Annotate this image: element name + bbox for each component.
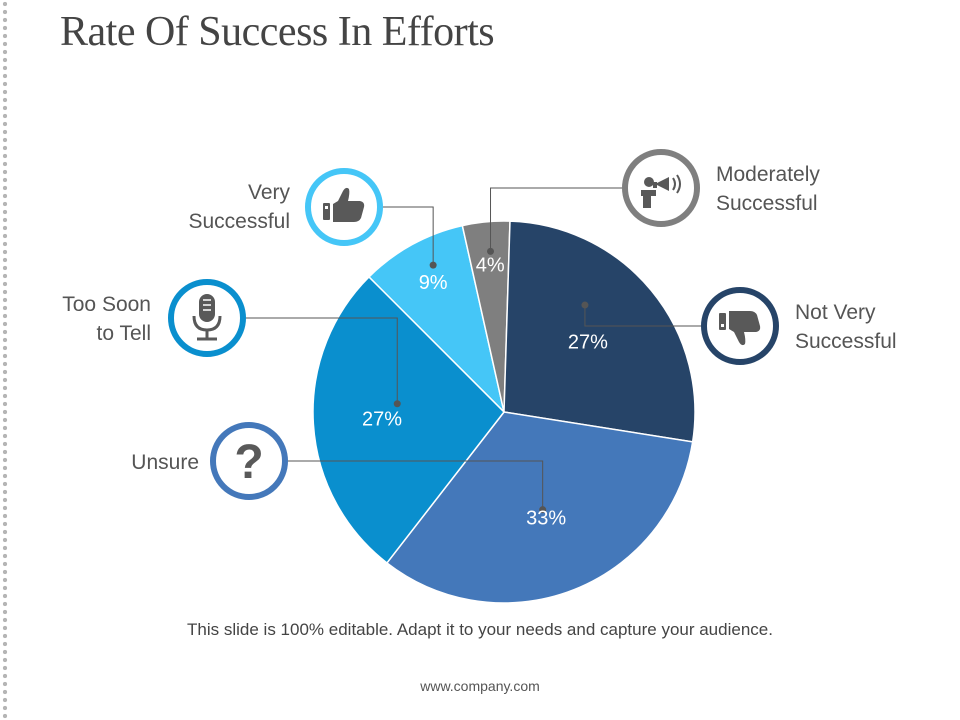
slice-label-unsure: 33%: [526, 508, 566, 530]
slice-label-very-successful: 9%: [419, 272, 448, 294]
label-very-successful: Very Successful: [188, 181, 290, 233]
leader-line-unsure: [288, 460, 544, 510]
leader-dot-too-soon-to-tell: [393, 400, 401, 408]
thumbs-down-icon: [701, 287, 779, 365]
leader-line-not-very-successful: [584, 305, 701, 327]
leader-line-too-soon-to-tell: [246, 317, 398, 404]
pie-slice-unsure: [385, 411, 694, 604]
microphone-icon: [168, 279, 246, 357]
slide-title: Rate Of Success In Efforts: [60, 9, 495, 55]
footer-note: This slide is 100% editable. Adapt it to…: [187, 620, 773, 639]
leader-dot-very-successful: [429, 261, 437, 269]
pie-slice-not-very-successful: [503, 220, 696, 443]
megaphone-icon: [622, 149, 700, 227]
label-too-soon-to-tell: Too Soon to Tell: [62, 293, 151, 345]
leader-dot-not-very-successful: [581, 301, 589, 309]
label-moderately-successful: Moderately Successful: [716, 163, 820, 215]
svg-text:?: ?: [234, 436, 263, 489]
leader-line-very-successful: [383, 206, 434, 266]
question-icon: ?: [210, 422, 288, 500]
slice-label-moderately-successful: 4%: [476, 255, 505, 277]
leader-dot-moderately-successful: [487, 247, 495, 255]
label-not-very-successful: Not Very Successful: [795, 301, 897, 353]
pie-slice-very-successful: [367, 224, 506, 415]
website-url: www.company.com: [420, 678, 540, 694]
slide-left-border: [0, 0, 10, 720]
label-unsure: Unsure: [131, 451, 199, 474]
leader-line-moderately-successful: [490, 187, 622, 252]
leader-dot-unsure: [539, 506, 547, 514]
pie-slice-too-soon-to-tell: [312, 275, 505, 564]
thumbs-up-icon: [305, 168, 383, 246]
slice-label-too-soon-to-tell: 27%: [362, 409, 402, 431]
slice-label-not-very-successful: 27%: [568, 332, 608, 354]
